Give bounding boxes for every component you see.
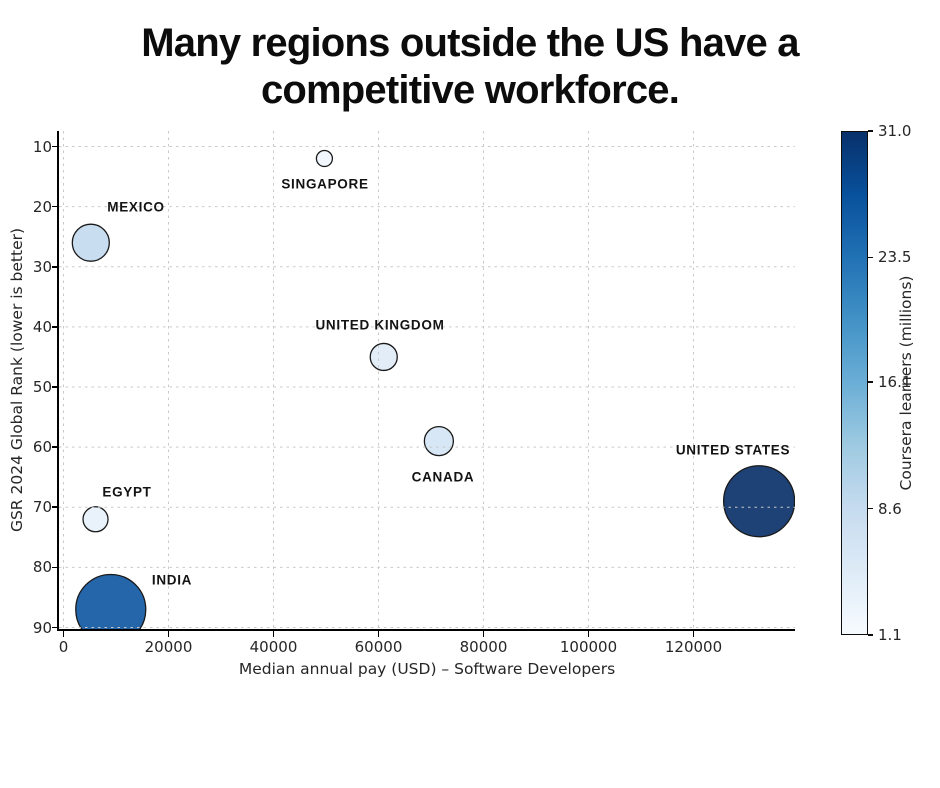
country-label-india: INDIA [151,572,193,588]
y-tick-label: 50 [32,378,52,396]
y-tick-label: 90 [32,618,52,637]
colorbar-tick-label: 16.1 [878,373,912,392]
x-tick-mark [167,630,170,637]
x-tick-mark [62,630,65,637]
y-tick-mark [51,205,58,208]
y-tick-label: 70 [32,498,52,517]
colorbar-tick-mark [868,256,873,259]
y-axis-label: GSR 2024 Global Rank (lower is better) [8,227,26,533]
x-tick-label: 40000 [249,638,298,656]
y-tick-label: 40 [32,317,52,336]
colorbar-axis-label: Coursera learners (millions) [897,275,915,491]
y-axis-spine [57,131,60,630]
x-tick-mark [272,630,275,637]
x-tick-label: 0 [58,638,69,656]
chart-title-line1: Many regions outside the US have a [141,21,799,65]
x-axis-spine [57,629,796,631]
chart-title-line2: competitive workforce. [260,67,680,112]
bubble-egypt [82,506,109,533]
country-label-singapore: SINGAPORE [281,176,369,192]
plot-area [59,131,795,629]
y-tick-label: 10 [32,137,52,156]
bubble-mexico [71,223,110,262]
colorbar-tick-mark [868,381,873,383]
y-tick-mark [51,145,58,148]
country-label-united-states: UNITED STATES [675,442,791,458]
y-tick-mark [51,506,58,509]
bubble-singapore [315,149,334,168]
bubble-united-states [722,465,795,538]
colorbar [841,131,868,635]
colorbar-tick-label: 8.6 [878,499,902,518]
colorbar-tick-label: 1.1 [878,626,902,644]
bubble-india [75,573,147,629]
country-label-mexico: MEXICO [107,199,165,215]
x-tick-label: 20000 [144,638,193,656]
y-tick-mark [51,386,58,388]
bubble-canada [423,425,455,457]
colorbar-tick-label: 23.5 [878,248,912,267]
x-tick-mark [482,630,485,637]
y-tick-mark [51,566,58,569]
colorbar-tick-label: 31.0 [878,122,912,140]
y-tick-mark [51,626,58,629]
country-label-egypt: EGYPT [102,484,152,500]
x-tick-label: 60000 [354,638,403,656]
x-tick-label: 80000 [459,638,508,656]
x-tick-label: 100000 [559,638,618,656]
x-tick-mark [587,630,590,637]
colorbar-tick-mark [868,130,873,132]
y-tick-label: 60 [32,438,52,457]
x-tick-label: 120000 [664,638,723,656]
x-axis-label: Median annual pay (USD) – Software Devel… [238,660,616,678]
x-tick-mark [377,630,380,637]
country-label-united-kingdom: UNITED KINGDOM [315,317,445,333]
y-tick-label: 20 [32,197,52,216]
bubble-united-kingdom [369,342,398,372]
chart-title: Many regions outside the US have a compe… [0,20,940,114]
y-tick-label: 80 [32,558,52,577]
x-tick-mark [692,630,695,637]
y-tick-mark [51,265,58,268]
y-tick-mark [51,326,58,328]
y-tick-label: 30 [32,257,52,276]
colorbar-tick-mark [868,634,873,636]
country-label-canada: CANADA [411,469,475,485]
y-tick-mark [51,446,58,448]
colorbar-tick-mark [868,507,873,510]
